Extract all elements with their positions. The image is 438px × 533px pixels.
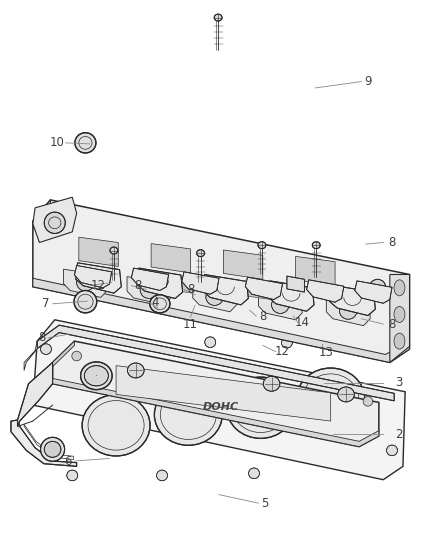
Ellipse shape bbox=[84, 366, 109, 386]
Polygon shape bbox=[33, 197, 77, 243]
Text: 8: 8 bbox=[259, 310, 266, 322]
Ellipse shape bbox=[371, 342, 382, 353]
Ellipse shape bbox=[197, 249, 205, 256]
Polygon shape bbox=[53, 341, 379, 447]
Text: 14: 14 bbox=[295, 316, 310, 329]
Text: 6: 6 bbox=[64, 455, 72, 467]
Ellipse shape bbox=[281, 337, 293, 348]
Text: 8: 8 bbox=[134, 279, 141, 292]
Ellipse shape bbox=[205, 337, 215, 348]
Ellipse shape bbox=[386, 445, 398, 456]
Polygon shape bbox=[64, 269, 107, 297]
Polygon shape bbox=[355, 281, 392, 303]
Ellipse shape bbox=[67, 470, 78, 481]
Text: 12: 12 bbox=[91, 279, 106, 292]
Text: 8: 8 bbox=[389, 318, 396, 330]
Polygon shape bbox=[53, 378, 379, 447]
Ellipse shape bbox=[394, 280, 405, 296]
Polygon shape bbox=[33, 278, 410, 362]
Polygon shape bbox=[137, 268, 183, 298]
Ellipse shape bbox=[363, 397, 373, 406]
Ellipse shape bbox=[40, 442, 52, 453]
Polygon shape bbox=[223, 250, 263, 279]
Ellipse shape bbox=[150, 295, 170, 313]
Ellipse shape bbox=[272, 296, 289, 313]
Ellipse shape bbox=[297, 368, 364, 430]
Text: 10: 10 bbox=[49, 136, 64, 149]
Polygon shape bbox=[245, 277, 283, 300]
Polygon shape bbox=[296, 256, 335, 286]
Text: 12: 12 bbox=[275, 345, 290, 358]
Polygon shape bbox=[330, 285, 375, 316]
Polygon shape bbox=[76, 263, 121, 293]
Ellipse shape bbox=[249, 468, 259, 479]
Ellipse shape bbox=[140, 281, 158, 298]
Text: 11: 11 bbox=[183, 318, 198, 330]
Polygon shape bbox=[182, 272, 219, 294]
Ellipse shape bbox=[369, 279, 386, 296]
Ellipse shape bbox=[72, 351, 81, 361]
Polygon shape bbox=[37, 325, 394, 401]
Polygon shape bbox=[390, 274, 410, 362]
Text: 13: 13 bbox=[319, 346, 334, 359]
Polygon shape bbox=[166, 278, 193, 293]
Text: 4: 4 bbox=[152, 296, 159, 309]
Polygon shape bbox=[203, 274, 248, 305]
Ellipse shape bbox=[258, 242, 266, 248]
Ellipse shape bbox=[154, 384, 222, 446]
Polygon shape bbox=[268, 281, 314, 311]
Ellipse shape bbox=[81, 362, 112, 390]
Polygon shape bbox=[326, 297, 370, 326]
Polygon shape bbox=[245, 285, 272, 300]
Ellipse shape bbox=[40, 437, 64, 461]
Ellipse shape bbox=[40, 344, 52, 354]
Polygon shape bbox=[258, 292, 302, 320]
Polygon shape bbox=[79, 237, 118, 266]
Ellipse shape bbox=[338, 387, 354, 402]
Text: 8: 8 bbox=[389, 236, 396, 249]
Polygon shape bbox=[88, 272, 114, 287]
Ellipse shape bbox=[110, 247, 118, 254]
Ellipse shape bbox=[312, 242, 320, 248]
Polygon shape bbox=[193, 284, 237, 312]
Polygon shape bbox=[33, 320, 405, 480]
Polygon shape bbox=[24, 341, 37, 370]
Polygon shape bbox=[33, 200, 50, 229]
Polygon shape bbox=[131, 268, 169, 290]
Text: 9: 9 bbox=[364, 75, 372, 88]
Text: 2: 2 bbox=[395, 428, 403, 441]
Ellipse shape bbox=[263, 376, 280, 391]
Polygon shape bbox=[287, 276, 304, 292]
Polygon shape bbox=[11, 420, 77, 466]
Polygon shape bbox=[151, 244, 191, 273]
Polygon shape bbox=[53, 341, 74, 367]
Ellipse shape bbox=[44, 212, 65, 233]
Text: 8: 8 bbox=[187, 283, 194, 296]
Ellipse shape bbox=[339, 302, 357, 319]
Polygon shape bbox=[74, 265, 112, 288]
Polygon shape bbox=[18, 362, 53, 426]
Polygon shape bbox=[116, 366, 331, 421]
Text: 8: 8 bbox=[38, 332, 45, 344]
Text: 5: 5 bbox=[261, 497, 268, 510]
Ellipse shape bbox=[394, 333, 405, 349]
Polygon shape bbox=[127, 277, 171, 305]
Ellipse shape bbox=[206, 288, 223, 305]
Ellipse shape bbox=[74, 290, 97, 313]
Polygon shape bbox=[307, 280, 344, 302]
Ellipse shape bbox=[127, 363, 144, 378]
Ellipse shape bbox=[214, 14, 222, 21]
Ellipse shape bbox=[77, 274, 94, 291]
Ellipse shape bbox=[75, 133, 96, 153]
Ellipse shape bbox=[227, 377, 294, 438]
Polygon shape bbox=[33, 200, 410, 362]
Ellipse shape bbox=[44, 441, 61, 457]
Text: DOHC: DOHC bbox=[203, 402, 239, 411]
Ellipse shape bbox=[82, 394, 150, 456]
Text: 3: 3 bbox=[395, 376, 402, 389]
Ellipse shape bbox=[157, 470, 167, 481]
Ellipse shape bbox=[394, 306, 405, 322]
Text: 7: 7 bbox=[42, 297, 50, 310]
